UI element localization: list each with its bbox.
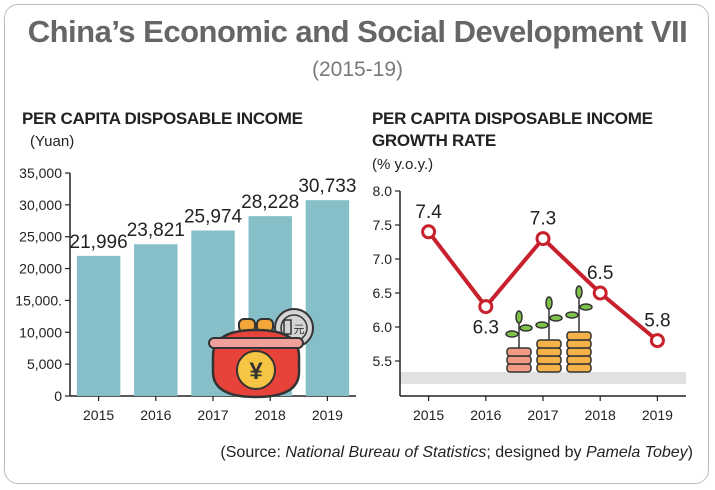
bar-y-tick-label: 0 — [54, 388, 62, 404]
bar-y-tick-label: 25,000 — [19, 229, 62, 245]
bar-y-tick-label: 20,000 — [19, 261, 62, 277]
line-value-label: 5.8 — [644, 311, 670, 332]
coin-purse-icon: 元 ¥ — [208, 308, 314, 399]
bar-value-label: 28,228 — [241, 192, 299, 213]
bar-value-label: 25,974 — [184, 207, 243, 228]
svg-text:元: 元 — [294, 324, 305, 336]
svg-text:¥: ¥ — [249, 358, 263, 385]
page-title: China’s Economic and Social Development … — [27, 14, 688, 49]
bar-y-tick-label: 5,000 — [27, 356, 62, 372]
bar — [76, 255, 121, 396]
bar-x-tick-label: 2016 — [140, 407, 171, 423]
bar — [305, 200, 350, 396]
line-y-tick-label: 5.5 — [373, 353, 393, 369]
source-designer: Pamela Tobey — [585, 444, 688, 461]
line-x-tick-label: 2018 — [585, 407, 616, 423]
line-chart-title-line-2: GROWTH RATE — [372, 131, 496, 150]
source-publisher: National Bureau of Statistics — [285, 444, 487, 461]
bar-chart: 0 5,000 10,000 15,000. 20,000 25,000 30,000 35,… — [15, 165, 356, 423]
bar-y-tick-label: 15,000. — [15, 292, 62, 308]
coin-stacks-with-sprouts-icon — [505, 285, 593, 373]
line-x-tick-label: 2019 — [642, 407, 673, 423]
bar-x-tick-label: 2015 — [83, 407, 114, 423]
bar-y-tick-label: 35,000 — [19, 165, 62, 181]
bar-chart-unit: (Yuan) — [30, 133, 75, 150]
bar-x-tick-label: 2019 — [312, 407, 343, 423]
line-point — [535, 231, 551, 247]
line-y-tick-label: 7.0 — [373, 251, 393, 267]
line-chart-unit: (% y.o.y.) — [372, 156, 434, 173]
bar-chart-title: PER CAPITA DISPOSABLE INCOME — [22, 109, 303, 128]
line-point — [592, 285, 608, 301]
bar-value-label: 21,996 — [70, 232, 128, 253]
line-value-label: 6.5 — [587, 263, 613, 284]
line-value-label: 7.3 — [530, 209, 556, 230]
source-open: (Source: — [220, 444, 286, 461]
line-value-label: 6.3 — [473, 318, 499, 339]
bar-value-label: 23,821 — [127, 220, 185, 241]
infographic-card — [4, 4, 709, 484]
line-chart: 5.5 6.0 6.5 7.0 7.5 8.0 7.4 2015 6.3 2016 7.3 2017 6… — [373, 183, 686, 423]
line-y-tick-label: 7.5 — [373, 217, 393, 233]
line-x-tick-label: 2015 — [413, 407, 444, 423]
line-y-tick-label: 8.0 — [373, 183, 393, 199]
line-x-tick-label: 2016 — [470, 407, 501, 423]
bar-y-tick-label: 10,000 — [19, 324, 62, 340]
line-y-tick-label: 6.0 — [373, 319, 393, 335]
source-close: ) — [687, 444, 693, 461]
line-point — [478, 299, 494, 315]
line-point — [421, 224, 437, 240]
line-point — [649, 333, 665, 349]
bar-x-tick-label: 2018 — [255, 407, 286, 423]
bar-x-tick-label: 2017 — [197, 407, 228, 423]
line-y-tick-label: 6.5 — [373, 285, 393, 301]
bar-value-label: 30,733 — [298, 176, 356, 197]
source-credit: (Source: National Bureau of Statistics; … — [220, 444, 693, 462]
bar-y-tick-label: 30,000 — [19, 197, 62, 213]
axis-break-band — [400, 372, 686, 384]
page-subtitle: (2015-19) — [311, 58, 404, 81]
yuan-coin-icon: 元 — [283, 319, 305, 336]
line-x-tick-label: 2017 — [527, 407, 558, 423]
bar — [134, 244, 178, 396]
line-chart-title-line-1: PER CAPITA DISPOSABLE INCOME — [372, 109, 653, 128]
line-value-label: 7.4 — [415, 202, 442, 223]
source-middle: ; designed by — [486, 444, 586, 461]
